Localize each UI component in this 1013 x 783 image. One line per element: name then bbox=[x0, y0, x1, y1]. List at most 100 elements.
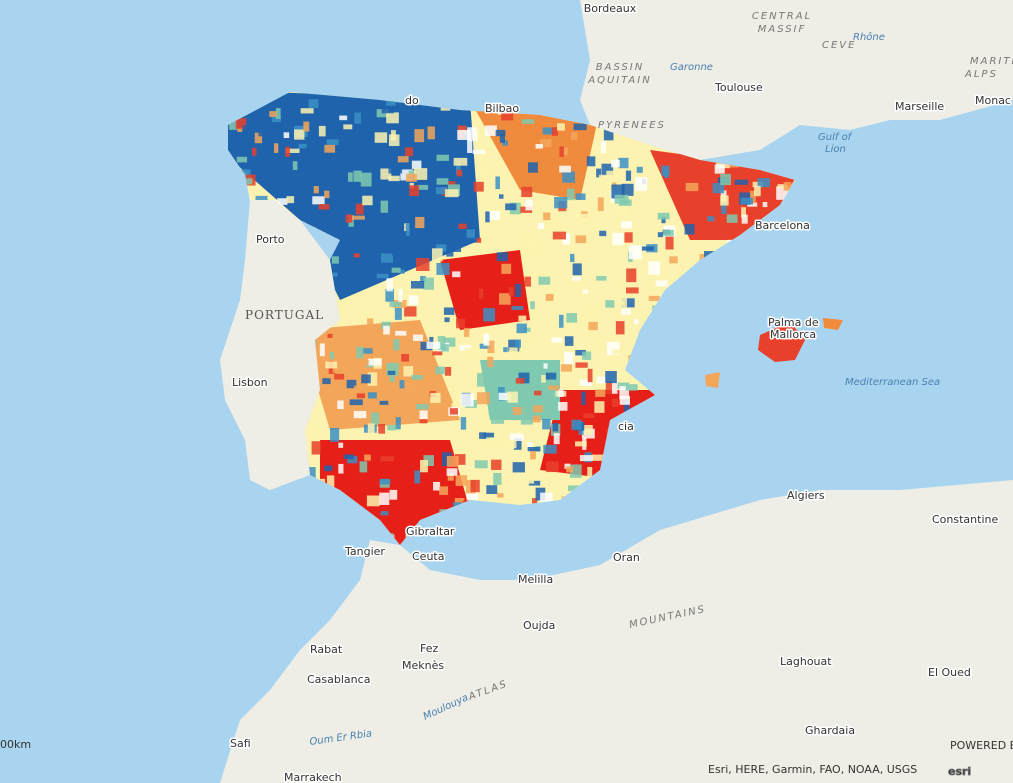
municipality bbox=[235, 118, 247, 129]
municipality bbox=[524, 276, 532, 287]
municipality bbox=[343, 124, 353, 130]
municipality bbox=[379, 400, 389, 405]
municipality bbox=[385, 289, 395, 302]
municipality bbox=[376, 273, 389, 279]
esri-powered: POWERED BY bbox=[950, 739, 1013, 752]
municipality bbox=[367, 358, 382, 366]
municipality bbox=[596, 376, 607, 384]
esri-logo: esri bbox=[948, 765, 971, 778]
municipality bbox=[353, 385, 362, 393]
municipality bbox=[454, 498, 465, 506]
municipality bbox=[341, 349, 346, 362]
municipality bbox=[379, 478, 391, 485]
municipality bbox=[460, 417, 467, 430]
municipality bbox=[364, 454, 371, 461]
municipality bbox=[533, 390, 542, 396]
municipality bbox=[441, 452, 452, 467]
municipality bbox=[612, 232, 624, 246]
municipality bbox=[720, 195, 729, 206]
municipality bbox=[619, 386, 630, 400]
municipality bbox=[699, 253, 705, 261]
municipality bbox=[446, 455, 459, 467]
municipality bbox=[437, 336, 446, 350]
municipality bbox=[414, 470, 421, 484]
municipality bbox=[354, 112, 361, 124]
municipality bbox=[484, 125, 497, 136]
municipality bbox=[491, 459, 502, 470]
municipality bbox=[585, 305, 598, 317]
municipality bbox=[505, 439, 517, 449]
municipality bbox=[229, 118, 238, 130]
municipality bbox=[391, 267, 401, 273]
municipality bbox=[757, 178, 770, 188]
place-label: Rabat bbox=[310, 643, 343, 656]
municipality bbox=[338, 463, 344, 474]
municipality bbox=[558, 389, 564, 398]
municipality bbox=[451, 402, 458, 411]
municipality bbox=[720, 173, 731, 186]
municipality bbox=[496, 252, 509, 262]
municipality bbox=[380, 253, 394, 263]
place-label: Marrakech bbox=[284, 771, 342, 783]
municipality bbox=[477, 373, 488, 387]
municipality bbox=[271, 116, 281, 123]
municipality bbox=[244, 178, 253, 185]
place-label: Ceuta bbox=[412, 550, 444, 563]
municipality bbox=[391, 248, 402, 256]
place-label: Barcelona bbox=[755, 219, 810, 232]
municipality bbox=[322, 378, 331, 385]
municipality bbox=[596, 168, 602, 178]
municipality bbox=[378, 423, 386, 434]
municipality bbox=[348, 172, 353, 182]
place-label: Bordeaux bbox=[584, 2, 637, 15]
place-label: Gibraltar bbox=[406, 525, 455, 538]
municipality bbox=[525, 199, 533, 211]
municipality bbox=[324, 465, 333, 472]
municipality bbox=[273, 143, 279, 153]
municipality bbox=[413, 168, 428, 180]
municipality bbox=[325, 361, 338, 369]
place-label: cia bbox=[618, 420, 634, 433]
municipality bbox=[501, 113, 514, 121]
municipality bbox=[577, 281, 583, 290]
municipality bbox=[414, 129, 425, 143]
municipality bbox=[502, 140, 508, 146]
municipality bbox=[581, 391, 586, 405]
municipality bbox=[361, 374, 371, 384]
municipality bbox=[483, 432, 495, 438]
municipality bbox=[564, 463, 571, 469]
place-label: Oran bbox=[613, 551, 640, 564]
municipality bbox=[367, 423, 375, 434]
municipality bbox=[621, 298, 635, 308]
municipality bbox=[657, 232, 663, 238]
municipality bbox=[527, 446, 541, 452]
municipality bbox=[423, 277, 435, 290]
municipality bbox=[393, 339, 400, 351]
municipality bbox=[334, 373, 345, 380]
place-label: Mallorca bbox=[770, 328, 816, 341]
municipality bbox=[575, 193, 586, 200]
municipality bbox=[685, 182, 699, 192]
municipality bbox=[620, 221, 633, 229]
municipality bbox=[275, 190, 290, 199]
municipality bbox=[285, 146, 290, 157]
municipality bbox=[380, 168, 392, 180]
municipality bbox=[625, 287, 639, 294]
municipality bbox=[566, 188, 575, 201]
municipality bbox=[501, 263, 512, 274]
municipality bbox=[611, 159, 620, 168]
municipality bbox=[498, 194, 504, 199]
place-label: Melilla bbox=[518, 573, 553, 586]
municipality bbox=[345, 214, 353, 223]
municipality bbox=[380, 456, 395, 462]
municipality bbox=[389, 301, 402, 308]
municipality bbox=[487, 340, 495, 354]
municipality bbox=[472, 149, 486, 154]
municipality bbox=[483, 333, 490, 346]
municipality bbox=[493, 472, 502, 485]
municipality bbox=[381, 321, 391, 329]
municipality bbox=[479, 343, 491, 349]
municipality bbox=[449, 408, 459, 415]
municipality bbox=[541, 375, 546, 383]
